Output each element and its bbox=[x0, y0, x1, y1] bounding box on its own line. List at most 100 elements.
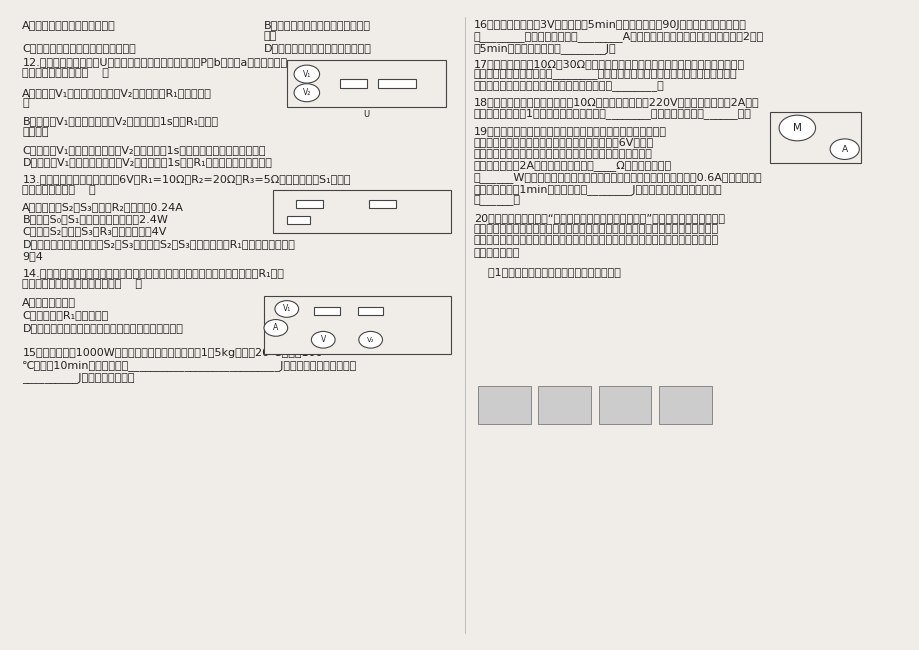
Text: 乙两电阻产生的热量之比为________；若将甲、乙两电阻并联后接在电源上，相同时: 乙两电阻产生的热量之比为________；若将甲、乙两电阻并联后接在电源上，相同… bbox=[473, 70, 736, 81]
Text: A．验证欧姆定律: A．验证欧姆定律 bbox=[22, 298, 76, 307]
Text: C．电饭锅是利用电流热效应来工作的: C．电饭锅是利用电流热效应来工作的 bbox=[22, 43, 136, 53]
Text: R₂: R₂ bbox=[379, 90, 387, 99]
Text: 一只能量转换效率较高的电动机，设电池的电压为6V恒定不: 一只能量转换效率较高的电动机，设电池的电压为6V恒定不 bbox=[473, 137, 653, 147]
Text: S₂: S₂ bbox=[331, 220, 339, 229]
Bar bbox=[287, 60, 446, 107]
Text: 列说法正确的是（    ）: 列说法正确的是（ ） bbox=[22, 185, 96, 195]
Bar bbox=[264, 296, 450, 354]
Text: A: A bbox=[273, 324, 278, 332]
Text: D．梅雨季节可用电热给电视机驱潮: D．梅雨季节可用电热给电视机驱潮 bbox=[264, 43, 371, 53]
Text: V₂: V₂ bbox=[367, 337, 374, 343]
Text: 是________，通过它的电流是________A，如果通过这个电热器的电流是原来的2倍，: 是________，通过它的电流是________A，如果通过这个电热器的电流是… bbox=[473, 31, 763, 42]
Circle shape bbox=[778, 115, 814, 141]
Text: 做功变大: 做功变大 bbox=[22, 127, 49, 137]
Text: R₁: R₁ bbox=[305, 209, 313, 218]
Bar bbox=[369, 200, 396, 208]
Text: R₁: R₁ bbox=[323, 318, 331, 327]
Text: A: A bbox=[841, 145, 847, 153]
Text: 14.某学生想通过如图所示的电路图来进行下列四个实验（电源电压保持不变，R₁为定: 14.某学生想通过如图所示的电路图来进行下列四个实验（电源电压保持不变，R₁为定 bbox=[22, 268, 284, 278]
Text: 17、将阻值分别为10Ω和30Ω的甲、乙两电阻串联后接在电源上，相同时间内，甲、: 17、将阻值分别为10Ω和30Ω的甲、乙两电阻串联后接在电源上，相同时间内，甲、 bbox=[473, 58, 744, 69]
Text: U: U bbox=[363, 110, 369, 119]
Circle shape bbox=[358, 332, 382, 348]
Text: S₃: S₃ bbox=[377, 220, 384, 229]
Text: 则5min内它产生的热量是________J。: 则5min内它产生的热量是________J。 bbox=[473, 43, 616, 53]
Text: 20、如图所示，是研究“电流的热效应跟电阻大小的关系”的实验电路图，两个烧瓶: 20、如图所示，是研究“电流的热效应跟电阻大小的关系”的实验电路图，两个烧瓶 bbox=[473, 213, 724, 223]
Text: R₃: R₃ bbox=[378, 209, 386, 218]
Bar bbox=[478, 386, 530, 424]
Text: 15．额定功率为1000W的电热水壶正常时，将质量为1．5kg的水从20℃加热至100: 15．额定功率为1000W的电热水壶正常时，将质量为1．5kg的水从20℃加热至… bbox=[22, 348, 323, 358]
Circle shape bbox=[294, 84, 319, 101]
Text: A．电热对我们来说总是有利的: A．电热对我们来说总是有利的 bbox=[22, 20, 116, 30]
Text: a: a bbox=[384, 72, 389, 77]
Text: R₂: R₂ bbox=[366, 318, 375, 327]
Text: V: V bbox=[321, 335, 325, 345]
Text: P: P bbox=[390, 71, 394, 77]
Bar bbox=[538, 386, 591, 424]
Text: A．闭合开关S₂、S₃，通过R₂的电流是0.24A: A．闭合开关S₂、S₃，通过R₂的电流是0.24A bbox=[22, 202, 184, 212]
Bar bbox=[339, 79, 367, 88]
Text: V₁: V₁ bbox=[302, 70, 311, 79]
Text: D．在相等的时间内，闭合S₂、S₃时和断开S₂、S₃时，电流通过R₁产生的热量之比是: D．在相等的时间内，闭合S₂、S₃时和断开S₂、S₃时，电流通过R₁产生的热量之… bbox=[22, 239, 295, 249]
Text: 小: 小 bbox=[22, 99, 29, 109]
Text: 19．小华准备参加玩具赛车比赛，他运用如图所示的电路来挑选: 19．小华准备参加玩具赛车比赛，他运用如图所示的电路来挑选 bbox=[473, 126, 666, 136]
Text: V₁: V₁ bbox=[282, 304, 290, 313]
Bar bbox=[273, 190, 450, 233]
Circle shape bbox=[275, 300, 299, 317]
Bar bbox=[769, 112, 860, 163]
Circle shape bbox=[294, 65, 319, 83]
Text: 值电阔，你认为不可行的实验是（    ）: 值电阔，你认为不可行的实验是（ ） bbox=[22, 280, 142, 289]
Text: ℃，耗时10min，则水要吸收___________________________J的热量，水壶消耗电能为: ℃，耗时10min，则水要吸收_________________________… bbox=[22, 359, 357, 370]
Text: 间内，电流通过甲、乙两电阻产生的热量之比为________。: 间内，电流通过甲、乙两电阻产生的热量之比为________。 bbox=[473, 81, 664, 92]
Text: 13.如图所示电路，电源电压为6V，R₁=10Ω，R₂=20Ω，R₃=5Ω，当闭合开关S₁后，下: 13.如图所示电路，电源电压为6V，R₁=10Ω，R₂=20Ω，R₃=5Ω，当闭… bbox=[22, 174, 350, 183]
Text: B．断开S₀、S₁，电路消耗的功率是2.4W: B．断开S₀、S₁，电路消耗的功率是2.4W bbox=[22, 214, 168, 224]
Circle shape bbox=[829, 139, 858, 159]
Text: 电流表的读数为2A，驱动机线圈电阻为____Ω，电动机的功率: 电流表的读数为2A，驱动机线圈电阻为____Ω，电动机的功率 bbox=[473, 160, 671, 171]
Text: S: S bbox=[392, 343, 397, 351]
Text: __________J，该水壶的效率为: __________J，该水壶的效率为 bbox=[22, 372, 135, 384]
Bar bbox=[357, 307, 383, 315]
Text: D．电压表V₁示数不变，电压表V₂示数变大，1s通过R₁的电流产生的热量变多: D．电压表V₁示数不变，电压表V₂示数变大，1s通过R₁的电流产生的热量变多 bbox=[22, 157, 272, 167]
Text: B．电压表V₁示数变大电压表V₂示数不变，1s通过R₁的电流: B．电压表V₁示数变大电压表V₂示数不变，1s通过R₁的电流 bbox=[22, 116, 218, 127]
Bar bbox=[287, 216, 309, 224]
Circle shape bbox=[264, 320, 288, 336]
Bar bbox=[598, 386, 651, 424]
Text: 为______。: 为______。 bbox=[473, 196, 520, 206]
Text: S₁: S₁ bbox=[357, 222, 366, 231]
Text: M: M bbox=[792, 123, 800, 133]
Circle shape bbox=[311, 332, 335, 348]
Bar bbox=[313, 307, 339, 315]
Text: P: P bbox=[369, 298, 372, 304]
Text: 完成这个实验：: 完成这个实验： bbox=[473, 248, 519, 258]
Text: 烧瓶甲: 烧瓶甲 bbox=[557, 400, 571, 410]
Text: 该电动机正常工作1分钟时，则消耗的电能是________焦，产生的热量是______焦。: 该电动机正常工作1分钟时，则消耗的电能是________焦，产生的热量是____… bbox=[473, 108, 751, 119]
Text: 烧瓶乙: 烧瓶乙 bbox=[618, 400, 631, 410]
Text: C．断开S₂，闭合S₃，R₃两端的电压是4V: C．断开S₂，闭合S₃，R₃两端的电压是4V bbox=[22, 226, 166, 236]
Text: 电源: 电源 bbox=[500, 400, 509, 410]
Text: 盛着等量的煎油，温度计显示煎油的温度，两瓶煎油中都浸泡着一段金属丝，烧瓶甲: 盛着等量的煎油，温度计显示煎油的温度，两瓶煎油中都浸泡着一段金属丝，烧瓶甲 bbox=[473, 224, 718, 233]
Text: R₁: R₁ bbox=[349, 90, 357, 99]
Text: V₂: V₂ bbox=[302, 88, 311, 98]
Text: b: b bbox=[410, 72, 414, 77]
Text: 变，他先用手捧住电动机的转轴，使其不转动闭合开关后读出: 变，他先用手捧住电动机的转轴，使其不转动闭合开关后读出 bbox=[473, 149, 652, 159]
Text: 中的金属丝是铜丝，电阻比较小，烧瓶乙中的金属丝是镖钐合金丝，电阻比较大．请: 中的金属丝是铜丝，电阻比较小，烧瓶乙中的金属丝是镖钐合金丝，电阻比较大．请 bbox=[473, 235, 718, 245]
Bar bbox=[296, 200, 323, 208]
Text: 下列说法中正确的是（    ）: 下列说法中正确的是（ ） bbox=[22, 68, 109, 79]
Text: A．电压表V₁示数不变，电压表V₂示数变大，R₁的电功率变: A．电压表V₁示数不变，电压表V₂示数变大，R₁的电功率变 bbox=[22, 88, 212, 97]
Text: （1）请你用笔画线作导线，帮他完成电路。: （1）请你用笔画线作导线，帮他完成电路。 bbox=[473, 267, 620, 278]
Text: 16、一个电热器接在3V的电源上，5min内产生的热量是90J，则这个电热器的电阔: 16、一个电热器接在3V的电源上，5min内产生的热量是90J，则这个电热器的电… bbox=[473, 20, 745, 30]
Text: D．验证电路两端总电压等于各部分电阻两端电压之和: D．验证电路两端总电压等于各部分电阻两端电压之和 bbox=[22, 323, 183, 333]
Text: 12.如图所示，电源电压U保持不变，当滑动变阻器的滑片P由b端滑向a端的过程中，: 12.如图所示，电源电压U保持不变，当滑动变阻器的滑片P由b端滑向a端的过程中， bbox=[22, 57, 288, 67]
Bar bbox=[658, 386, 711, 424]
Text: 9：4: 9：4 bbox=[22, 250, 43, 261]
Text: 为______W；然后放手，当电动机正常转动时，又读出电流表的读数为0.6A，则该玩具电: 为______W；然后放手，当电动机正常转动时，又读出电流表的读数为0.6A，则… bbox=[473, 172, 762, 183]
Text: C．测定电阻R₁消耗的功率: C．测定电阻R₁消耗的功率 bbox=[22, 310, 108, 320]
Text: 散热: 散热 bbox=[264, 31, 277, 41]
Text: R₂: R₂ bbox=[293, 225, 301, 234]
Text: 动机正常转动时1min产生的热量为________J，将电能转化为机械能的效率: 动机正常转动时1min产生的热量为________J，将电能转化为机械能的效率 bbox=[473, 184, 721, 195]
Text: B．验证焦耳定律: B．验证焦耳定律 bbox=[264, 298, 318, 307]
Text: B．电视机、收音机上开小孔是为了: B．电视机、收音机上开小孔是为了 bbox=[264, 20, 370, 30]
Text: 变阻器: 变阻器 bbox=[677, 400, 691, 410]
Text: C．电压表V₁示数变小，电压表V₂示数变大，1s通过电路的电流做的总功变大: C．电压表V₁示数变小，电压表V₂示数变大，1s通过电路的电流做的总功变大 bbox=[22, 145, 266, 155]
Text: 18、有一电动机其线圈的电阻为10Ω，正常工作电压为220V，工作时的电流是2A，当: 18、有一电动机其线圈的电阻为10Ω，正常工作电压为220V，工作时的电流是2A… bbox=[473, 98, 758, 107]
Bar bbox=[378, 79, 415, 88]
